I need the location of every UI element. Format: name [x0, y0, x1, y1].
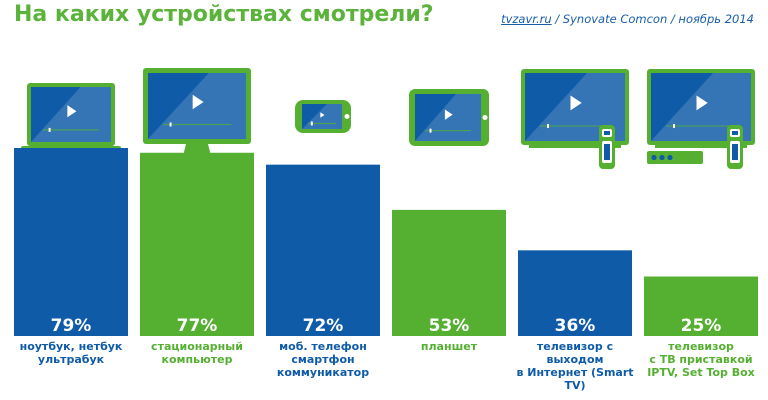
bar-value-label: 79%	[51, 316, 92, 336]
bar	[14, 148, 128, 336]
bar-group-2: 77%	[140, 68, 254, 336]
category-label: моб. телефон смартфон коммуникатор	[276, 340, 370, 379]
smart-tv-remote-icon	[521, 69, 629, 169]
bar-value-label: 36%	[555, 316, 596, 336]
chart-title: На каких устройствах смотрели?	[14, 2, 434, 27]
category-label: телевизор с выходом в Интернет (Smart TV…	[516, 340, 634, 392]
bar-value-label: 53%	[429, 316, 470, 336]
bar	[644, 276, 758, 336]
bar-group-3: 72%	[266, 100, 380, 336]
bar-value-label: 77%	[177, 316, 218, 336]
bar-group-4: 53%	[392, 89, 506, 336]
bar-group-5: 36%	[518, 69, 632, 336]
source-site[interactable]: tvzavr.ru	[501, 12, 552, 26]
tablet-icon	[409, 89, 489, 146]
bar	[140, 152, 254, 336]
category-label: ноутбук, нетбук ультрабук	[19, 340, 123, 366]
bar-group-6: 25%	[644, 69, 758, 336]
category-label: телевизор с ТВ приставкой IPTV, Set Top …	[647, 340, 755, 379]
source-credit: tvzavr.ru / Synovate Comcon / ноябрь 201…	[501, 12, 754, 26]
category-label: стационарный компьютер	[151, 340, 243, 366]
category-label: планшет	[420, 340, 478, 353]
bar	[518, 250, 632, 336]
smartphone-icon	[295, 100, 351, 133]
source-details: / Synovate Comcon / ноябрь 2014	[551, 12, 754, 26]
bar-chart: 79% 77% 72% 53% 36% 25%	[14, 68, 758, 336]
desktop-monitor-icon	[143, 68, 251, 166]
tv-set-top-box-icon	[647, 69, 755, 169]
laptop-icon	[21, 83, 121, 152]
bar-group-1: 79%	[14, 83, 128, 336]
bar-value-label: 72%	[303, 316, 344, 336]
bar	[392, 209, 506, 336]
bar-value-label: 25%	[681, 316, 722, 336]
bar	[266, 164, 380, 336]
